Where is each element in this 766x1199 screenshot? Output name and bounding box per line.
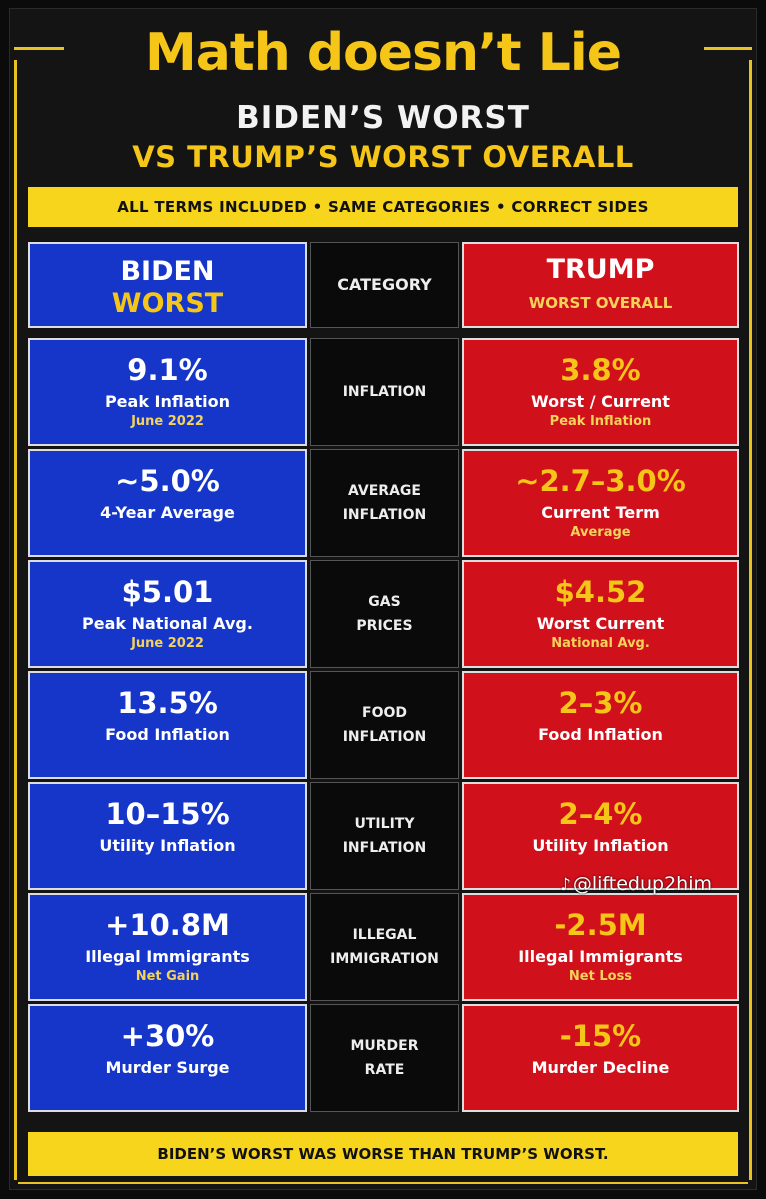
biden-label: Food Inflation xyxy=(105,725,230,744)
biden-note: June 2022 xyxy=(131,414,204,429)
biden-cell: ~5.0% 4-Year Average xyxy=(28,449,307,557)
biden-cell: +10.8M Illegal Immigrants Net Gain xyxy=(28,893,307,1001)
trump-label: Illegal Immigrants xyxy=(518,947,683,966)
trump-value: -2.5M xyxy=(554,908,647,942)
biden-label: Utility Inflation xyxy=(99,836,236,855)
category-label: INFLATION xyxy=(342,384,427,400)
trump-cell: -2.5M Illegal Immigrants Net Loss xyxy=(462,893,739,1001)
biden-note: June 2022 xyxy=(131,636,204,651)
trump-cell: 3.8% Worst / Current Peak Inflation xyxy=(462,338,739,446)
category-label-2: INFLATION xyxy=(342,840,427,856)
category-label-2: INFLATION xyxy=(342,507,427,523)
category-cell: MURDER RATE xyxy=(310,1004,459,1112)
trump-label: Food Inflation xyxy=(538,725,663,744)
biden-value: +10.8M xyxy=(105,908,230,942)
biden-value: $5.01 xyxy=(121,575,214,609)
biden-value: +30% xyxy=(120,1019,215,1053)
trump-value: ~2.7–3.0% xyxy=(515,464,686,498)
trump-label: Worst Current xyxy=(536,614,665,633)
trump-note: Net Loss xyxy=(568,969,633,984)
biden-value: 9.1% xyxy=(127,353,208,387)
category-label: AVERAGE xyxy=(348,483,421,499)
category-header-label: CATEGORY xyxy=(337,275,432,294)
category-header: CATEGORY xyxy=(310,242,459,328)
trump-note: National Avg. xyxy=(551,636,650,651)
trump-cell: ~2.7–3.0% Current Term Average xyxy=(462,449,739,557)
top-banner: ALL TERMS INCLUDED • SAME CATEGORIES • C… xyxy=(28,187,738,227)
category-label: MURDER xyxy=(350,1038,419,1054)
trump-note: Peak Inflation xyxy=(549,414,652,429)
biden-cell: $5.01 Peak National Avg. June 2022 xyxy=(28,560,307,668)
trump-cell: $4.52 Worst Current National Avg. xyxy=(462,560,739,668)
page-title: Math doesn’t Lie xyxy=(145,23,622,83)
biden-cell: 9.1% Peak Inflation June 2022 xyxy=(28,338,307,446)
biden-label: Murder Surge xyxy=(105,1058,230,1077)
trump-label: Worst / Current xyxy=(531,392,670,411)
trump-value: -15% xyxy=(559,1019,642,1053)
category-cell: GAS PRICES xyxy=(310,560,459,668)
trump-header: TRUMP WORST OVERALL xyxy=(462,242,739,328)
trump-label: Utility Inflation xyxy=(532,836,669,855)
biden-cell: 13.5% Food Inflation xyxy=(28,671,307,779)
category-cell: INFLATION xyxy=(310,338,459,446)
category-label-2: IMMIGRATION xyxy=(330,951,439,967)
biden-value: 13.5% xyxy=(117,686,218,720)
biden-label: Peak Inflation xyxy=(104,392,231,411)
category-cell: UTILITY INFLATION xyxy=(310,782,459,890)
category-label-2: PRICES xyxy=(356,618,413,634)
category-label-2: RATE xyxy=(364,1062,405,1078)
trump-label: Murder Decline xyxy=(531,1058,670,1077)
footer-banner: BIDEN’S WORST WAS WORSE THAN TRUMP’S WOR… xyxy=(28,1132,738,1176)
trump-value: 2–4% xyxy=(558,797,643,831)
watermark: ♪ @liftedup2him xyxy=(560,873,712,895)
category-label: FOOD xyxy=(362,705,407,721)
biden-value: ~5.0% xyxy=(115,464,220,498)
category-label-2: INFLATION xyxy=(342,729,427,745)
trump-cell: -15% Murder Decline xyxy=(462,1004,739,1112)
biden-cell: 10–15% Utility Inflation xyxy=(28,782,307,890)
category-cell: ILLEGAL IMMIGRATION xyxy=(310,893,459,1001)
tiktok-icon: ♪ xyxy=(560,875,571,895)
trump-value: 2–3% xyxy=(558,686,643,720)
trump-label: Current Term xyxy=(541,503,660,522)
frame-rule-right xyxy=(749,60,752,1180)
title-rule-right xyxy=(704,47,752,50)
category-label: GAS xyxy=(368,594,401,610)
biden-label: Peak National Avg. xyxy=(82,614,253,633)
trump-value: 3.8% xyxy=(560,353,641,387)
biden-label: Illegal Immigrants xyxy=(85,947,250,966)
biden-value: 10–15% xyxy=(105,797,230,831)
trump-value: $4.52 xyxy=(554,575,647,609)
biden-label: 4-Year Average xyxy=(100,503,235,522)
category-cell: AVERAGE INFLATION xyxy=(310,449,459,557)
biden-note: Net Gain xyxy=(135,969,200,984)
category-label: UTILITY xyxy=(354,816,415,832)
biden-header: BIDEN WORST xyxy=(28,242,307,328)
subtitle-line-1: BIDEN’S WORST xyxy=(236,100,530,136)
category-label: ILLEGAL xyxy=(352,927,417,943)
subtitle-line-2: VS TRUMP’S WORST OVERALL xyxy=(132,140,634,174)
trump-header-name: TRUMP xyxy=(546,254,655,285)
trump-header-sub: WORST OVERALL xyxy=(528,294,673,312)
trump-note: Average xyxy=(570,525,631,540)
trump-cell: 2–3% Food Inflation xyxy=(462,671,739,779)
trump-cell: 2–4% Utility Inflation xyxy=(462,782,739,890)
frame-rule-left xyxy=(14,60,17,1180)
watermark-handle: @liftedup2him xyxy=(572,873,712,895)
biden-header-worst: WORST xyxy=(111,288,224,319)
biden-header-name: BIDEN xyxy=(120,256,215,287)
footer-rule xyxy=(18,1182,748,1184)
category-cell: FOOD INFLATION xyxy=(310,671,459,779)
title-rule-left xyxy=(14,47,64,50)
biden-cell: +30% Murder Surge xyxy=(28,1004,307,1112)
